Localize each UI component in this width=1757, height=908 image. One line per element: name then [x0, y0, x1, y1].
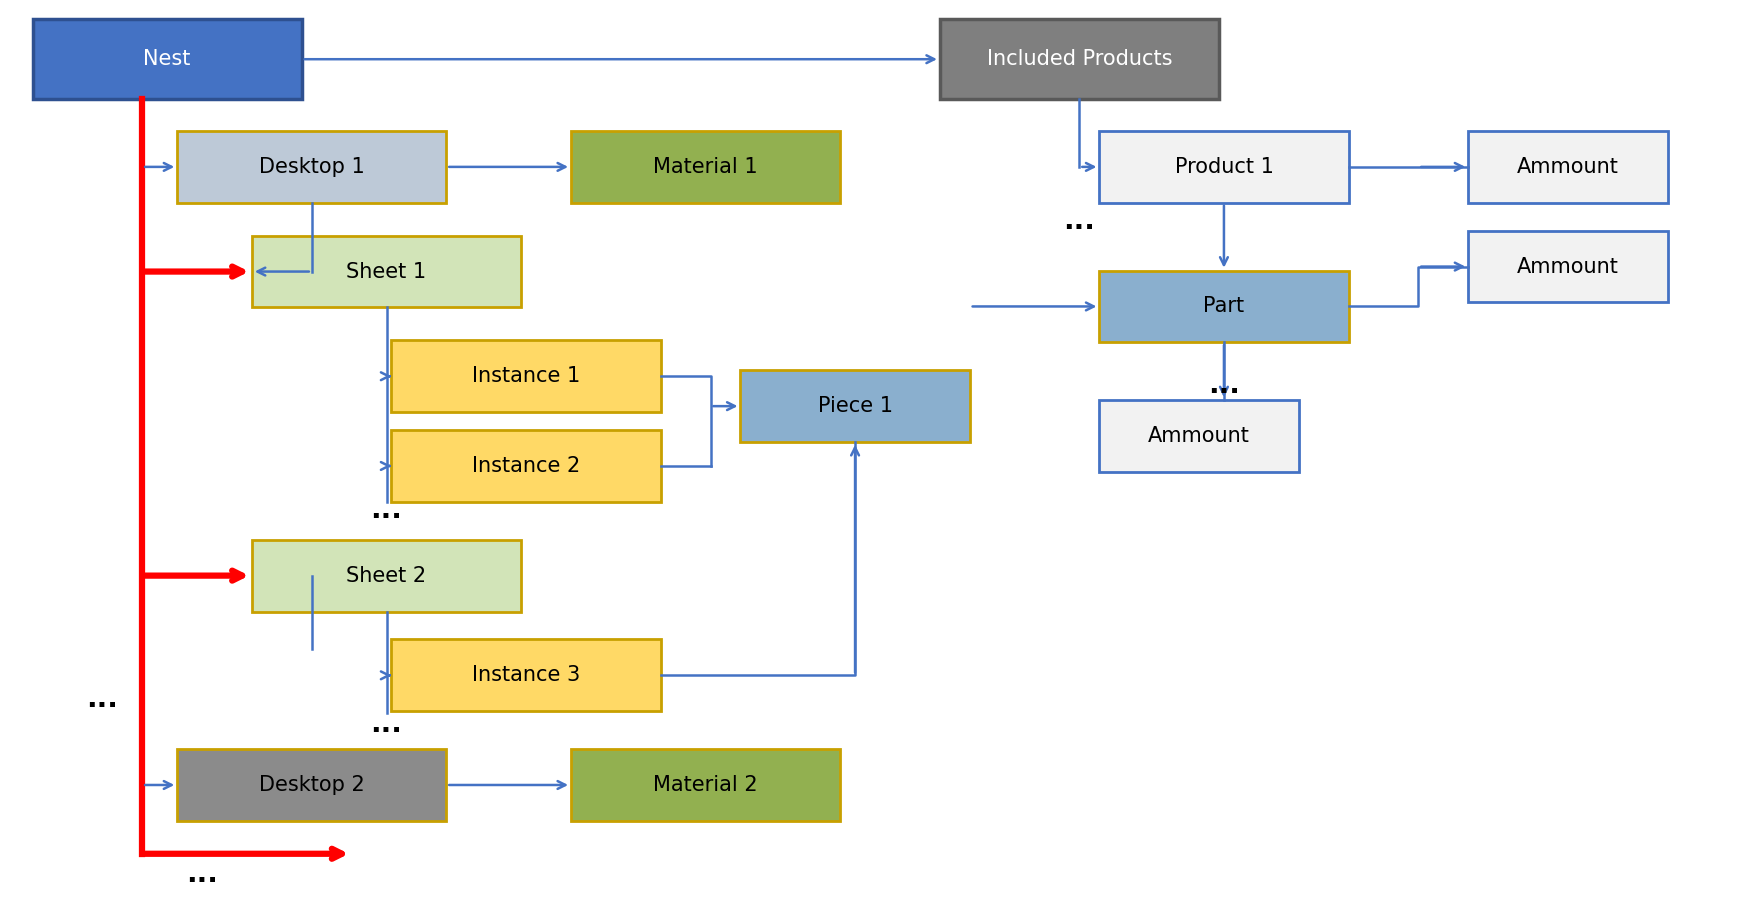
FancyBboxPatch shape: [177, 131, 446, 202]
FancyBboxPatch shape: [571, 749, 840, 821]
Text: Instance 3: Instance 3: [473, 666, 580, 686]
Text: Piece 1: Piece 1: [817, 396, 893, 416]
FancyBboxPatch shape: [1100, 400, 1298, 472]
Text: Ammount: Ammount: [1516, 157, 1618, 177]
FancyBboxPatch shape: [1100, 131, 1349, 202]
FancyBboxPatch shape: [33, 19, 302, 99]
Text: Sheet 1: Sheet 1: [346, 262, 427, 281]
Text: ...: ...: [371, 496, 402, 524]
Text: Ammount: Ammount: [1147, 426, 1249, 446]
FancyBboxPatch shape: [177, 749, 446, 821]
FancyBboxPatch shape: [571, 131, 840, 202]
FancyBboxPatch shape: [1100, 271, 1349, 342]
Text: Product 1: Product 1: [1174, 157, 1274, 177]
FancyBboxPatch shape: [392, 430, 661, 502]
FancyBboxPatch shape: [1469, 131, 1667, 202]
Text: Ammount: Ammount: [1516, 257, 1618, 277]
FancyBboxPatch shape: [940, 19, 1219, 99]
FancyBboxPatch shape: [1469, 231, 1667, 302]
Text: Desktop 1: Desktop 1: [258, 157, 365, 177]
Text: ...: ...: [1209, 371, 1240, 400]
Text: Part: Part: [1204, 296, 1244, 317]
FancyBboxPatch shape: [392, 639, 661, 711]
Text: Desktop 2: Desktop 2: [258, 775, 365, 795]
Text: ...: ...: [86, 686, 118, 714]
Text: ...: ...: [1063, 207, 1095, 234]
FancyBboxPatch shape: [740, 370, 970, 442]
Text: Nest: Nest: [144, 49, 192, 69]
FancyBboxPatch shape: [392, 340, 661, 412]
FancyBboxPatch shape: [251, 236, 522, 308]
Text: ...: ...: [186, 860, 218, 888]
Text: Sheet 2: Sheet 2: [346, 566, 427, 586]
Text: Material 1: Material 1: [654, 157, 757, 177]
Text: Instance 2: Instance 2: [473, 456, 580, 476]
Text: Material 2: Material 2: [654, 775, 757, 795]
Text: ...: ...: [371, 710, 402, 738]
FancyBboxPatch shape: [251, 539, 522, 611]
Text: Included Products: Included Products: [987, 49, 1172, 69]
Text: Instance 1: Instance 1: [473, 366, 580, 386]
